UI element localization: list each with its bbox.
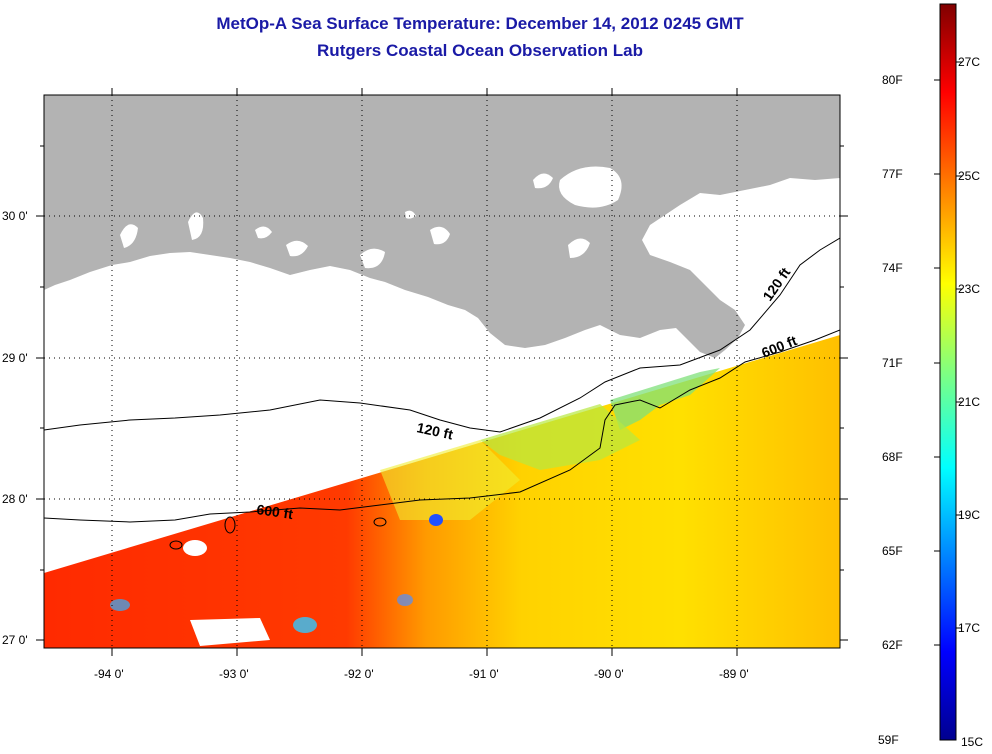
colorbar-label-c: 25C [958, 169, 981, 183]
lake [430, 226, 450, 245]
land-mass [44, 95, 840, 358]
lat-tick-label: 28 0' [2, 492, 28, 506]
contour-120ft [44, 237, 840, 433]
cloud-patch [183, 540, 207, 556]
lon-tick-label: -92 0' [344, 667, 374, 681]
axis-ticks [36, 88, 848, 656]
map-title: MetOp-A Sea Surface Temperature: Decembe… [216, 14, 744, 33]
cool-water-patch [380, 440, 520, 520]
lon-tick-label: -94 0' [94, 667, 124, 681]
contour-loop [224, 516, 236, 534]
colorbar-label-c: 21C [958, 395, 981, 409]
lake [533, 173, 553, 189]
lake [286, 240, 308, 257]
contour-600ft [44, 329, 840, 523]
lat-tick-label: 30 0' [2, 209, 28, 223]
graticule [44, 95, 840, 648]
lat-tick-label: 27 0' [2, 633, 28, 647]
colorbar-label-c: 27C [958, 55, 981, 69]
map-frame [43, 94, 841, 649]
contour-loop [373, 517, 387, 527]
colorbar-label-f: 71F [882, 356, 903, 370]
lake [120, 224, 138, 248]
colorbar-label-c: 23C [958, 282, 981, 296]
map-subtitle: Rutgers Coastal Ocean Observation Lab [317, 41, 643, 60]
colorbar-label-f: 68F [882, 450, 903, 464]
colorbar [939, 3, 957, 741]
lake [568, 238, 590, 258]
colorbar-label-f: 77F [882, 167, 903, 181]
lake [405, 210, 416, 219]
lon-tick-label: -90 0' [594, 667, 624, 681]
colorbar-label-f: 65F [882, 544, 903, 558]
colorbar-ticks [934, 61, 962, 646]
lat-tick-label: 29 0' [2, 351, 28, 365]
cold-spot [293, 617, 317, 633]
colorbar-label-f: 74F [882, 261, 903, 275]
contour-loop [169, 540, 183, 550]
lake [255, 226, 272, 239]
colorbar-label-c: 19C [958, 508, 981, 522]
cool-water-patch [480, 404, 640, 470]
cold-spot [110, 599, 130, 611]
colorbar-label-c: 17C [958, 621, 981, 635]
colorbar-label-f: 59F [878, 733, 899, 747]
contour-label: 120 ft [415, 419, 454, 442]
lon-tick-label: -89 0' [719, 667, 749, 681]
lake [188, 212, 204, 240]
colorbar-label-f: 62F [882, 638, 903, 652]
lon-tick-label: -91 0' [469, 667, 499, 681]
contour-label: 600 ft [256, 501, 295, 522]
lake [559, 166, 622, 208]
lake [360, 248, 385, 269]
lon-tick-label: -93 0' [219, 667, 249, 681]
cold-spot [397, 594, 413, 606]
cold-spot [429, 514, 443, 526]
colorbar-label-f: 80F [882, 73, 903, 87]
cool-water-patch [610, 368, 720, 430]
cloud-patch [190, 618, 270, 646]
colorbar-label-c: 15C [961, 735, 984, 749]
